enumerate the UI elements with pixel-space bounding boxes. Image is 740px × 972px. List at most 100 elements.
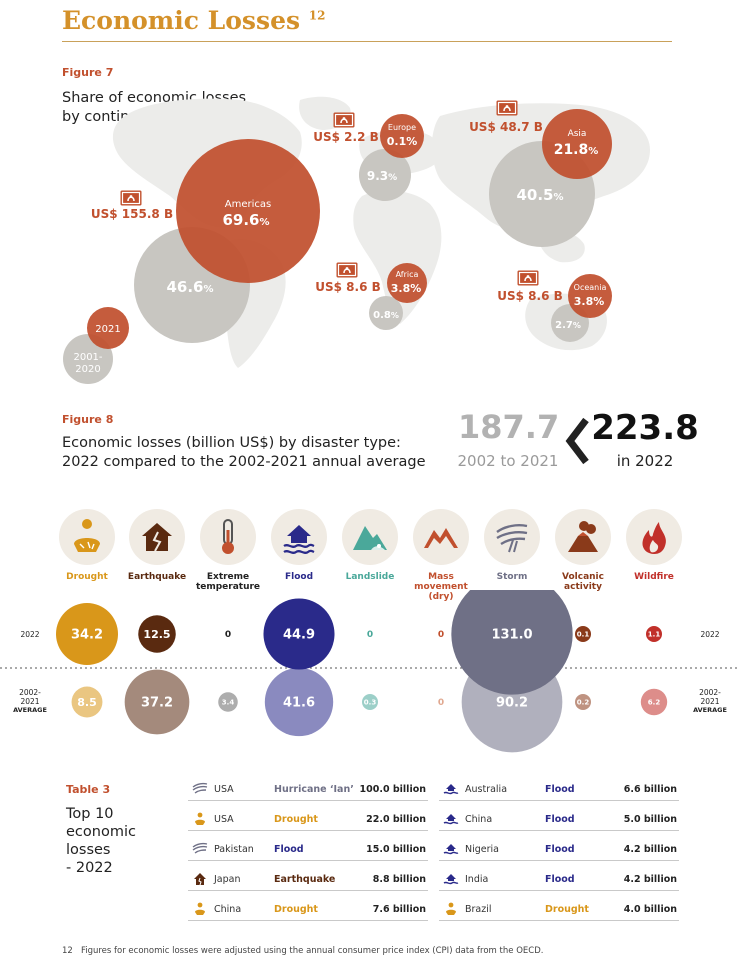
bubble-2022-earthquake — [138, 615, 176, 653]
africa-share-avg-value: 0.8% — [373, 310, 399, 321]
category-label-line: Storm — [496, 572, 528, 582]
row-label-avg-line1: 2002- — [699, 688, 721, 697]
avg-total-label: 2002 to 2021 — [457, 452, 559, 470]
europe-share-avg-value: 9.3% — [367, 169, 397, 183]
cur-total-value: 223.8 — [591, 408, 699, 448]
oceania-amount: US$ 8.6 B — [497, 289, 563, 303]
disaster-bubble-chart: 8.5 37.2 3.4 41.6 0.3 0 90.2 0.2 6.2 34.2 12.5 0 44… — [0, 590, 740, 753]
bubble-label-avg-volcanic: 0.2 — [577, 699, 590, 707]
europe-share-avg-unit: % — [388, 173, 397, 183]
mass-movement-icon — [413, 509, 469, 565]
bubble-label-2022-mass_movement: 0 — [438, 630, 444, 640]
africa-share-2022-value: 3.8% — [391, 282, 422, 295]
table-disaster-type: Flood — [545, 873, 575, 885]
bubble-label-avg-wildfire: 6.2 — [648, 699, 661, 707]
category-label-earthquake: Earthquake — [122, 572, 192, 582]
drought-icon — [446, 902, 456, 915]
flood-icon — [443, 784, 459, 795]
table-amount: 7.6 billion — [372, 903, 426, 915]
table-disaster-type: Flood — [274, 843, 304, 855]
flood-icon — [271, 509, 327, 565]
table-amount: 4.0 billion — [623, 903, 677, 915]
table-country: Japan — [214, 873, 241, 885]
row-label-2022-right: 2022 — [700, 630, 720, 639]
category-label-mass_movement: Mass movement (dry) — [406, 572, 476, 602]
bubble-label-2022-earthquake: 12.5 — [143, 628, 170, 641]
thermometer-icon — [200, 509, 256, 565]
earthquake-icon — [194, 873, 206, 886]
storm-icon — [192, 842, 208, 854]
category-label-drought: Drought — [52, 572, 122, 582]
row-label-avg-line3: AVERAGE — [693, 706, 727, 714]
row-label-avg-right: 2002- 2021 AVERAGE — [690, 688, 730, 715]
asia-share-avg: 40.5 — [516, 186, 553, 204]
americas-share-2022-value: 69.6% — [222, 211, 269, 229]
africa-label: Africa — [396, 270, 419, 279]
table-row: India Flood 4.2 billion — [439, 868, 679, 891]
asia-share-avg-unit: % — [553, 192, 563, 203]
asia-share-avg-value: 40.5% — [516, 186, 563, 204]
money-icon — [120, 190, 142, 206]
money-icon — [333, 112, 355, 128]
americas-share-2022-unit: % — [259, 217, 269, 228]
money-icon — [336, 262, 358, 278]
category-label-volcanic: Volcanic activity — [548, 572, 618, 592]
oceania-label: Oceania — [574, 283, 607, 292]
table-row: China Flood 5.0 billion — [439, 808, 679, 831]
row-label-avg-line1: 2002- — [19, 688, 41, 697]
table-country: China — [214, 903, 242, 915]
money-icon — [496, 100, 518, 116]
avg-total-value: 187.7 — [458, 408, 560, 446]
americas-amount: US$ 155.8 B — [91, 207, 173, 221]
category-label-line: Flood — [284, 572, 314, 582]
wildfire-icon — [626, 509, 682, 565]
drought-icon — [195, 812, 205, 825]
asia-share-2022-value: 21.8% — [554, 142, 599, 158]
bubble-2022-flood — [263, 598, 335, 670]
money-icon — [517, 270, 539, 286]
category-label-line: movement — [414, 582, 468, 592]
table3-title-line1: Top 10 — [66, 806, 114, 822]
asia-share-2022-unit: % — [588, 146, 598, 157]
avg-series: 8.5 37.2 3.4 41.6 0.3 0 90.2 0.2 6.2 — [71, 651, 668, 753]
table-row: Australia Flood 6.6 billion — [439, 778, 679, 801]
table-disaster-type: Earthquake — [274, 873, 336, 885]
table-row: USA Hurricane ‘Ian’ 100.0 billion — [188, 778, 428, 801]
row-label-avg-left: 2002- 2021 AVERAGE — [10, 688, 50, 715]
category-label-line: Volcanic — [562, 572, 604, 582]
less-than-icon — [565, 417, 589, 465]
table-row: Pakistan Flood 15.0 billion — [188, 838, 428, 861]
bubble-label-2022-wildfire: 1.1 — [648, 631, 661, 639]
table-amount: 4.2 billion — [623, 843, 677, 855]
footnote-text: Figures for economic losses were adjuste… — [80, 946, 544, 956]
table-disaster-type: Drought — [274, 903, 318, 915]
storm-icon — [192, 782, 208, 794]
africa-amount: US$ 8.6 B — [315, 280, 381, 294]
oceania-share-2022: 3.8 — [574, 295, 594, 308]
americas-share-avg-unit: % — [203, 284, 213, 295]
bubble-2022-storm — [451, 590, 573, 695]
table-country: Nigeria — [465, 843, 499, 855]
figure7-label: Figure 7 — [62, 66, 114, 79]
table-disaster-type: Flood — [545, 813, 575, 825]
asia-bubble-2022 — [542, 109, 612, 179]
row-label-avg-line2: 2021 — [20, 697, 40, 706]
africa-share-2022: 3.8 — [391, 282, 411, 295]
americas-bubble-2022 — [176, 139, 320, 283]
americas-share-avg-value: 46.6% — [166, 278, 213, 296]
flood-icon — [443, 874, 459, 885]
figure8-heading-line1: Economic losses (billion US$) by disaste… — [62, 435, 401, 451]
table-country: Brazil — [465, 903, 492, 915]
row-label-2022-left: 2022 — [20, 630, 40, 639]
bubble-label-2022-volcanic: 0.1 — [577, 631, 590, 639]
table-row: Nigeria Flood 4.2 billion — [439, 838, 679, 861]
oceania-share-2022-unit: % — [593, 295, 604, 308]
flood-icon — [443, 844, 459, 855]
legend-avg-label-line1: 2001- — [73, 352, 102, 363]
table3-title: Top 10 economic losses - 2022 — [66, 805, 136, 877]
2022-series: 34.2 12.5 0 44.9 0 0 131.0 0.1 1.1 — [56, 590, 662, 695]
category-label-line: Extreme — [206, 572, 250, 582]
category-label-line: Wildfire — [634, 572, 674, 582]
bubble-label-avg-storm: 90.2 — [496, 696, 528, 711]
bubble-label-avg-extreme_temperature: 3.4 — [222, 699, 235, 707]
